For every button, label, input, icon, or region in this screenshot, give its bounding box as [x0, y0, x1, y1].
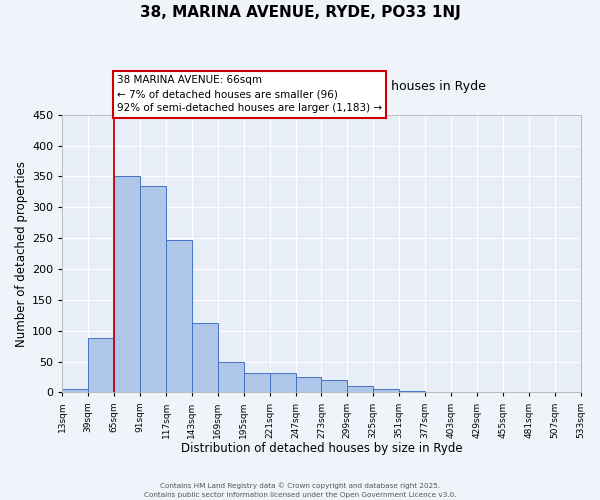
Bar [218, 362, 244, 392]
Title: Size of property relative to detached houses in Ryde: Size of property relative to detached ho… [157, 80, 486, 92]
Bar [192, 324, 218, 392]
Bar [347, 386, 373, 392]
Text: Contains HM Land Registry data © Crown copyright and database right 2025.: Contains HM Land Registry data © Crown c… [160, 482, 440, 489]
Bar [114, 176, 140, 392]
Text: 38 MARINA AVENUE: 66sqm
← 7% of detached houses are smaller (96)
92% of semi-det: 38 MARINA AVENUE: 66sqm ← 7% of detached… [117, 76, 382, 114]
Text: 38, MARINA AVENUE, RYDE, PO33 1NJ: 38, MARINA AVENUE, RYDE, PO33 1NJ [140, 5, 460, 20]
Bar [296, 377, 322, 392]
Bar [373, 390, 399, 392]
Y-axis label: Number of detached properties: Number of detached properties [15, 160, 28, 346]
X-axis label: Distribution of detached houses by size in Ryde: Distribution of detached houses by size … [181, 442, 462, 455]
Bar [269, 374, 296, 392]
Text: Contains public sector information licensed under the Open Government Licence v3: Contains public sector information licen… [144, 492, 456, 498]
Bar [140, 186, 166, 392]
Bar [399, 391, 425, 392]
Bar [166, 240, 192, 392]
Bar [322, 380, 347, 392]
Bar [244, 374, 269, 392]
Bar [88, 338, 114, 392]
Bar [62, 388, 88, 392]
